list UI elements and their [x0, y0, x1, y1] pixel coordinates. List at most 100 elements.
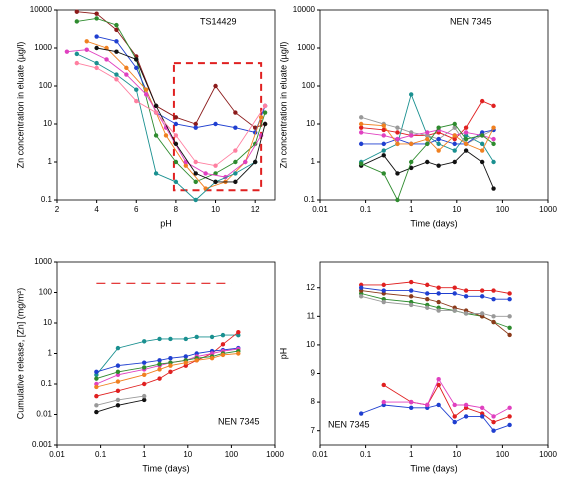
data-point — [409, 294, 414, 299]
data-point — [173, 179, 179, 185]
data-point — [142, 397, 147, 403]
data-point — [381, 153, 386, 158]
data-point — [479, 159, 485, 165]
y-tick-label: 100 — [39, 81, 53, 90]
data-point — [104, 45, 109, 51]
data-point — [409, 141, 414, 147]
data-point — [395, 125, 400, 130]
y-tick-label: 1000 — [297, 43, 315, 52]
data-point — [142, 372, 147, 378]
x-tick-label: 100 — [496, 450, 510, 459]
data-point — [74, 9, 80, 14]
data-point — [94, 376, 99, 381]
data-point — [163, 133, 169, 138]
data-point — [142, 365, 147, 370]
data-point — [507, 405, 512, 411]
data-point — [124, 65, 129, 71]
data-point — [381, 148, 386, 153]
y-tick-label: 1 — [311, 157, 316, 166]
data-point — [452, 141, 457, 147]
series-line — [361, 129, 494, 145]
data-point — [143, 92, 149, 97]
data-point — [463, 294, 469, 299]
data-point — [452, 133, 457, 138]
data-point — [491, 419, 496, 425]
data-point — [213, 83, 218, 89]
x-tick-label: 0.01 — [49, 450, 65, 459]
data-point — [463, 141, 469, 147]
data-point — [168, 369, 173, 375]
data-point — [491, 186, 496, 191]
data-point — [213, 121, 218, 127]
data-point — [203, 171, 208, 176]
data-point — [74, 51, 80, 57]
series-line — [96, 399, 145, 413]
data-point — [436, 299, 441, 305]
data-point — [491, 428, 496, 433]
series-line — [96, 347, 239, 373]
data-point — [157, 358, 162, 363]
data-point — [409, 288, 414, 293]
data-point — [381, 288, 386, 293]
data-point — [213, 171, 218, 176]
data-point — [463, 133, 469, 138]
data-point — [193, 197, 198, 203]
data-point — [213, 179, 218, 185]
data-point — [193, 179, 198, 185]
data-point — [209, 334, 215, 340]
y-tick-label: 10 — [43, 318, 52, 327]
x-tick-label: 0.1 — [95, 450, 107, 459]
series-line — [361, 295, 510, 317]
plot-frame — [319, 261, 549, 446]
data-point — [463, 402, 469, 408]
data-point — [507, 414, 512, 419]
data-point — [436, 402, 441, 408]
series-line — [76, 17, 266, 183]
y-axis-title: Zn concentration in eluate (µg/l) — [278, 42, 288, 169]
x-tick-label: 1 — [409, 205, 414, 214]
series-line — [361, 150, 495, 189]
series-line — [361, 100, 494, 140]
series-line — [96, 395, 145, 406]
data-point — [491, 314, 496, 319]
data-point — [358, 411, 364, 416]
data-point — [115, 397, 121, 403]
data-point — [479, 133, 485, 138]
data-point — [479, 130, 485, 135]
data-point — [491, 296, 496, 302]
y-tick-label: 0.1 — [304, 195, 316, 204]
y-axis-title: Cumulative release, [Zn] (mg/m²) — [15, 288, 25, 420]
data-point — [425, 130, 430, 135]
data-point — [173, 115, 179, 120]
data-point — [436, 148, 441, 153]
data-point — [94, 384, 99, 390]
series-line — [361, 123, 495, 152]
x-tick-label: 100 — [496, 205, 510, 214]
series-line — [96, 36, 266, 133]
data-point — [479, 288, 485, 293]
data-point — [193, 125, 198, 130]
data-point — [479, 148, 485, 153]
data-point — [425, 291, 430, 296]
plot-frame — [56, 9, 276, 201]
data-point — [425, 296, 430, 302]
x-tick-label: 1 — [142, 450, 147, 459]
data-point — [452, 414, 457, 419]
data-point — [262, 121, 268, 127]
y-tick-label: 100 — [39, 288, 53, 297]
data-point — [395, 130, 400, 135]
x-tick-label: 10 — [211, 205, 220, 214]
data-point — [262, 103, 268, 109]
x-tick-label: 1000 — [539, 205, 557, 214]
data-point — [74, 19, 80, 24]
data-point — [233, 110, 238, 115]
data-point — [115, 379, 121, 384]
series-line — [96, 331, 239, 397]
series-line — [361, 116, 494, 145]
data-point — [64, 49, 70, 54]
data-point — [452, 402, 457, 408]
series-line — [383, 378, 510, 417]
data-point — [425, 133, 430, 138]
data-point — [395, 171, 400, 176]
data-point — [183, 163, 189, 168]
